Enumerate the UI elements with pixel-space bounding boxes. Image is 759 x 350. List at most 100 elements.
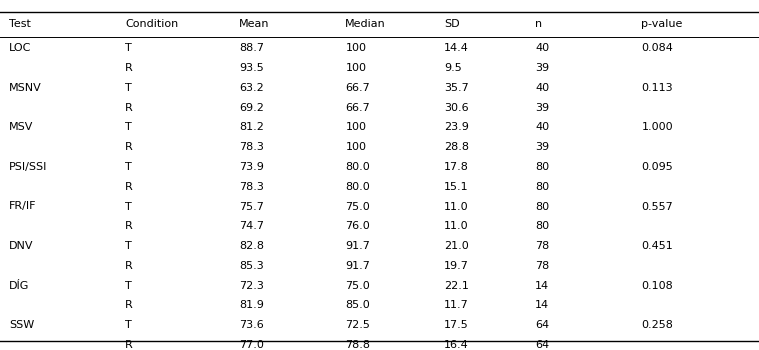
Text: 93.5: 93.5 xyxy=(239,63,264,73)
Text: 91.7: 91.7 xyxy=(345,241,370,251)
Text: 16.4: 16.4 xyxy=(444,340,469,350)
Text: 73.6: 73.6 xyxy=(239,320,264,330)
Text: 39: 39 xyxy=(535,103,550,113)
Text: SSW: SSW xyxy=(9,320,34,330)
Text: R: R xyxy=(125,261,133,271)
Text: 17.8: 17.8 xyxy=(444,162,469,172)
Text: 85.3: 85.3 xyxy=(239,261,264,271)
Text: T: T xyxy=(125,122,132,132)
Text: 0.557: 0.557 xyxy=(641,202,673,211)
Text: MSNV: MSNV xyxy=(9,83,42,93)
Text: 80.0: 80.0 xyxy=(345,162,370,172)
Text: SD: SD xyxy=(444,19,460,29)
Text: 73.9: 73.9 xyxy=(239,162,264,172)
Text: 100: 100 xyxy=(345,43,367,53)
Text: 85.0: 85.0 xyxy=(345,300,370,310)
Text: 11.0: 11.0 xyxy=(444,221,468,231)
Text: PSI/SSI: PSI/SSI xyxy=(9,162,48,172)
Text: T: T xyxy=(125,320,132,330)
Text: 72.3: 72.3 xyxy=(239,281,264,290)
Text: FR/IF: FR/IF xyxy=(9,202,36,211)
Text: MSV: MSV xyxy=(9,122,33,132)
Text: 19.7: 19.7 xyxy=(444,261,469,271)
Text: 11.0: 11.0 xyxy=(444,202,468,211)
Text: 78.8: 78.8 xyxy=(345,340,370,350)
Text: 80.0: 80.0 xyxy=(345,182,370,192)
Text: 88.7: 88.7 xyxy=(239,43,264,53)
Text: 21.0: 21.0 xyxy=(444,241,469,251)
Text: 78: 78 xyxy=(535,261,550,271)
Text: T: T xyxy=(125,241,132,251)
Text: 77.0: 77.0 xyxy=(239,340,264,350)
Text: Median: Median xyxy=(345,19,386,29)
Text: n: n xyxy=(535,19,542,29)
Text: 80: 80 xyxy=(535,162,550,172)
Text: 82.8: 82.8 xyxy=(239,241,264,251)
Text: 63.2: 63.2 xyxy=(239,83,264,93)
Text: R: R xyxy=(125,63,133,73)
Text: 23.9: 23.9 xyxy=(444,122,469,132)
Text: 11.7: 11.7 xyxy=(444,300,469,310)
Text: R: R xyxy=(125,103,133,113)
Text: 75.0: 75.0 xyxy=(345,281,370,290)
Text: R: R xyxy=(125,182,133,192)
Text: 80: 80 xyxy=(535,202,550,211)
Text: 0.258: 0.258 xyxy=(641,320,673,330)
Text: R: R xyxy=(125,340,133,350)
Text: 40: 40 xyxy=(535,122,550,132)
Text: 91.7: 91.7 xyxy=(345,261,370,271)
Text: T: T xyxy=(125,281,132,290)
Text: 0.113: 0.113 xyxy=(641,83,673,93)
Text: Test: Test xyxy=(9,19,31,29)
Text: 66.7: 66.7 xyxy=(345,103,370,113)
Text: 14: 14 xyxy=(535,281,550,290)
Text: R: R xyxy=(125,142,133,152)
Text: 0.451: 0.451 xyxy=(641,241,673,251)
Text: DNV: DNV xyxy=(9,241,33,251)
Text: 40: 40 xyxy=(535,83,550,93)
Text: 100: 100 xyxy=(345,63,367,73)
Text: 40: 40 xyxy=(535,43,550,53)
Text: 39: 39 xyxy=(535,63,550,73)
Text: 78: 78 xyxy=(535,241,550,251)
Text: T: T xyxy=(125,43,132,53)
Text: 0.095: 0.095 xyxy=(641,162,673,172)
Text: T: T xyxy=(125,83,132,93)
Text: R: R xyxy=(125,221,133,231)
Text: 76.0: 76.0 xyxy=(345,221,370,231)
Text: 9.5: 9.5 xyxy=(444,63,461,73)
Text: 100: 100 xyxy=(345,142,367,152)
Text: 30.6: 30.6 xyxy=(444,103,468,113)
Text: 28.8: 28.8 xyxy=(444,142,469,152)
Text: 64: 64 xyxy=(535,320,550,330)
Text: 78.3: 78.3 xyxy=(239,182,264,192)
Text: 35.7: 35.7 xyxy=(444,83,469,93)
Text: 81.9: 81.9 xyxy=(239,300,264,310)
Text: 14.4: 14.4 xyxy=(444,43,469,53)
Text: 75.7: 75.7 xyxy=(239,202,264,211)
Text: 81.2: 81.2 xyxy=(239,122,264,132)
Text: 0.084: 0.084 xyxy=(641,43,673,53)
Text: 80: 80 xyxy=(535,182,550,192)
Text: T: T xyxy=(125,162,132,172)
Text: Mean: Mean xyxy=(239,19,269,29)
Text: 69.2: 69.2 xyxy=(239,103,264,113)
Text: LOC: LOC xyxy=(9,43,31,53)
Text: 15.1: 15.1 xyxy=(444,182,468,192)
Text: 100: 100 xyxy=(345,122,367,132)
Text: 64: 64 xyxy=(535,340,550,350)
Text: 17.5: 17.5 xyxy=(444,320,469,330)
Text: 39: 39 xyxy=(535,142,550,152)
Text: 72.5: 72.5 xyxy=(345,320,370,330)
Text: 80: 80 xyxy=(535,221,550,231)
Text: 74.7: 74.7 xyxy=(239,221,264,231)
Text: 66.7: 66.7 xyxy=(345,83,370,93)
Text: p-value: p-value xyxy=(641,19,683,29)
Text: T: T xyxy=(125,202,132,211)
Text: R: R xyxy=(125,300,133,310)
Text: 22.1: 22.1 xyxy=(444,281,469,290)
Text: 1.000: 1.000 xyxy=(641,122,673,132)
Text: 75.0: 75.0 xyxy=(345,202,370,211)
Text: Condition: Condition xyxy=(125,19,178,29)
Text: 14: 14 xyxy=(535,300,550,310)
